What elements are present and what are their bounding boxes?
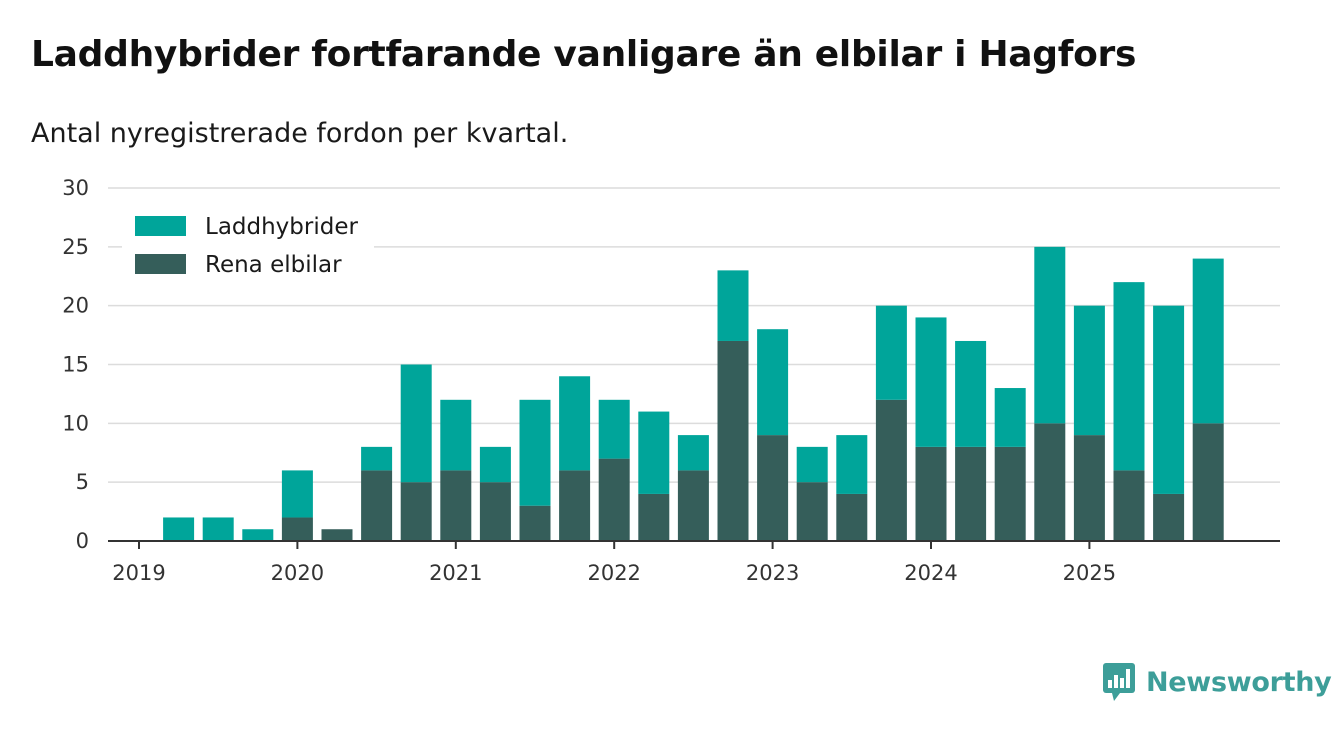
bar-rena-elbilar[interactable] bbox=[519, 505, 551, 541]
bar-laddhybrider[interactable] bbox=[1073, 305, 1105, 436]
bar-laddhybrider[interactable] bbox=[796, 446, 828, 483]
x-tick-label: 2022 bbox=[587, 561, 640, 585]
brand-name: Newsworthy bbox=[1146, 666, 1332, 698]
bar-rena-elbilar[interactable] bbox=[1113, 470, 1145, 541]
bar-laddhybrider[interactable] bbox=[757, 329, 789, 436]
bar-rena-elbilar[interactable] bbox=[915, 446, 947, 541]
bar-laddhybrider[interactable] bbox=[915, 317, 947, 447]
legend[interactable]: Laddhybrider Rena elbilar bbox=[122, 204, 374, 282]
legend-swatch-rena-elbilar bbox=[135, 254, 186, 274]
bar-laddhybrider[interactable] bbox=[163, 517, 195, 541]
x-tick-label: 2023 bbox=[746, 561, 799, 585]
bar-laddhybrider[interactable] bbox=[559, 376, 591, 471]
bar-laddhybrider[interactable] bbox=[994, 388, 1026, 447]
bar-rena-elbilar[interactable] bbox=[717, 340, 749, 541]
bar-laddhybrider[interactable] bbox=[1192, 258, 1224, 424]
y-tick-label: 25 bbox=[62, 235, 89, 259]
bar-laddhybrider[interactable] bbox=[677, 435, 709, 471]
bar-rena-elbilar[interactable] bbox=[796, 482, 828, 541]
bar-rena-elbilar[interactable] bbox=[1034, 423, 1066, 541]
bar-laddhybrider[interactable] bbox=[361, 446, 393, 471]
bar-laddhybrider[interactable] bbox=[202, 517, 234, 541]
x-tick-label: 2025 bbox=[1063, 561, 1116, 585]
bar-rena-elbilar[interactable] bbox=[1153, 493, 1185, 541]
bar-rena-elbilar[interactable] bbox=[994, 446, 1026, 541]
y-tick-label: 15 bbox=[62, 353, 89, 377]
bar-laddhybrider[interactable] bbox=[242, 529, 274, 541]
x-tick-label: 2024 bbox=[904, 561, 957, 585]
bar-laddhybrider[interactable] bbox=[400, 364, 432, 483]
bar-laddhybrider[interactable] bbox=[836, 435, 868, 494]
legend-swatch-laddhybrider bbox=[135, 216, 186, 236]
bar-rena-elbilar[interactable] bbox=[400, 482, 432, 541]
y-tick-label: 0 bbox=[76, 529, 89, 553]
x-axis-ticks: 2019 2020 2021 2022 2023 2024 2025 bbox=[112, 541, 1116, 585]
bar-rena-elbilar[interactable] bbox=[321, 529, 353, 541]
bar-laddhybrider[interactable] bbox=[955, 340, 987, 447]
y-tick-label: 30 bbox=[62, 176, 89, 200]
bar-rena-elbilar[interactable] bbox=[757, 435, 789, 541]
chart-subtitle: Antal nyregistrerade fordon per kvartal. bbox=[31, 118, 569, 149]
bar-laddhybrider[interactable] bbox=[1034, 246, 1066, 424]
legend-label-rena-elbilar: Rena elbilar bbox=[205, 252, 342, 278]
y-axis-labels: 0 5 10 15 20 25 30 bbox=[62, 176, 89, 553]
bar-rena-elbilar[interactable] bbox=[875, 399, 907, 541]
chart-title: Laddhybrider fortfarande vanligare än el… bbox=[31, 34, 1137, 75]
x-tick-label: 2019 bbox=[112, 561, 165, 585]
bar-rena-elbilar[interactable] bbox=[1192, 423, 1224, 541]
x-tick-label: 2020 bbox=[271, 561, 324, 585]
bar-laddhybrider[interactable] bbox=[875, 305, 907, 400]
legend-label-laddhybrider: Laddhybrider bbox=[205, 214, 358, 240]
bar-laddhybrider[interactable] bbox=[1113, 282, 1145, 471]
bar-rena-elbilar[interactable] bbox=[281, 517, 313, 541]
bar-laddhybrider[interactable] bbox=[598, 399, 630, 459]
bar-rena-elbilar[interactable] bbox=[598, 458, 630, 541]
bars bbox=[163, 246, 1224, 541]
y-tick-label: 5 bbox=[76, 470, 89, 494]
bar-rena-elbilar[interactable] bbox=[836, 493, 868, 541]
bar-rena-elbilar[interactable] bbox=[440, 470, 472, 541]
bar-laddhybrider[interactable] bbox=[1153, 305, 1185, 494]
bar-laddhybrider[interactable] bbox=[440, 399, 472, 471]
bar-rena-elbilar[interactable] bbox=[361, 470, 393, 541]
bar-rena-elbilar[interactable] bbox=[677, 470, 709, 541]
x-tick-label: 2021 bbox=[429, 561, 482, 585]
y-tick-label: 20 bbox=[62, 294, 89, 318]
bar-rena-elbilar[interactable] bbox=[559, 470, 591, 541]
bar-laddhybrider[interactable] bbox=[638, 411, 670, 494]
newsworthy-icon bbox=[1103, 663, 1135, 701]
bar-laddhybrider[interactable] bbox=[717, 270, 749, 341]
bar-rena-elbilar[interactable] bbox=[638, 493, 670, 541]
bar-laddhybrider[interactable] bbox=[519, 399, 551, 506]
bar-rena-elbilar[interactable] bbox=[479, 482, 511, 541]
bar-laddhybrider[interactable] bbox=[479, 446, 511, 483]
bar-rena-elbilar[interactable] bbox=[1073, 435, 1105, 541]
bar-rena-elbilar[interactable] bbox=[955, 446, 987, 541]
y-tick-label: 10 bbox=[62, 411, 89, 435]
newsworthy-logo[interactable]: Newsworthy bbox=[1102, 662, 1332, 702]
bar-laddhybrider[interactable] bbox=[281, 470, 313, 518]
